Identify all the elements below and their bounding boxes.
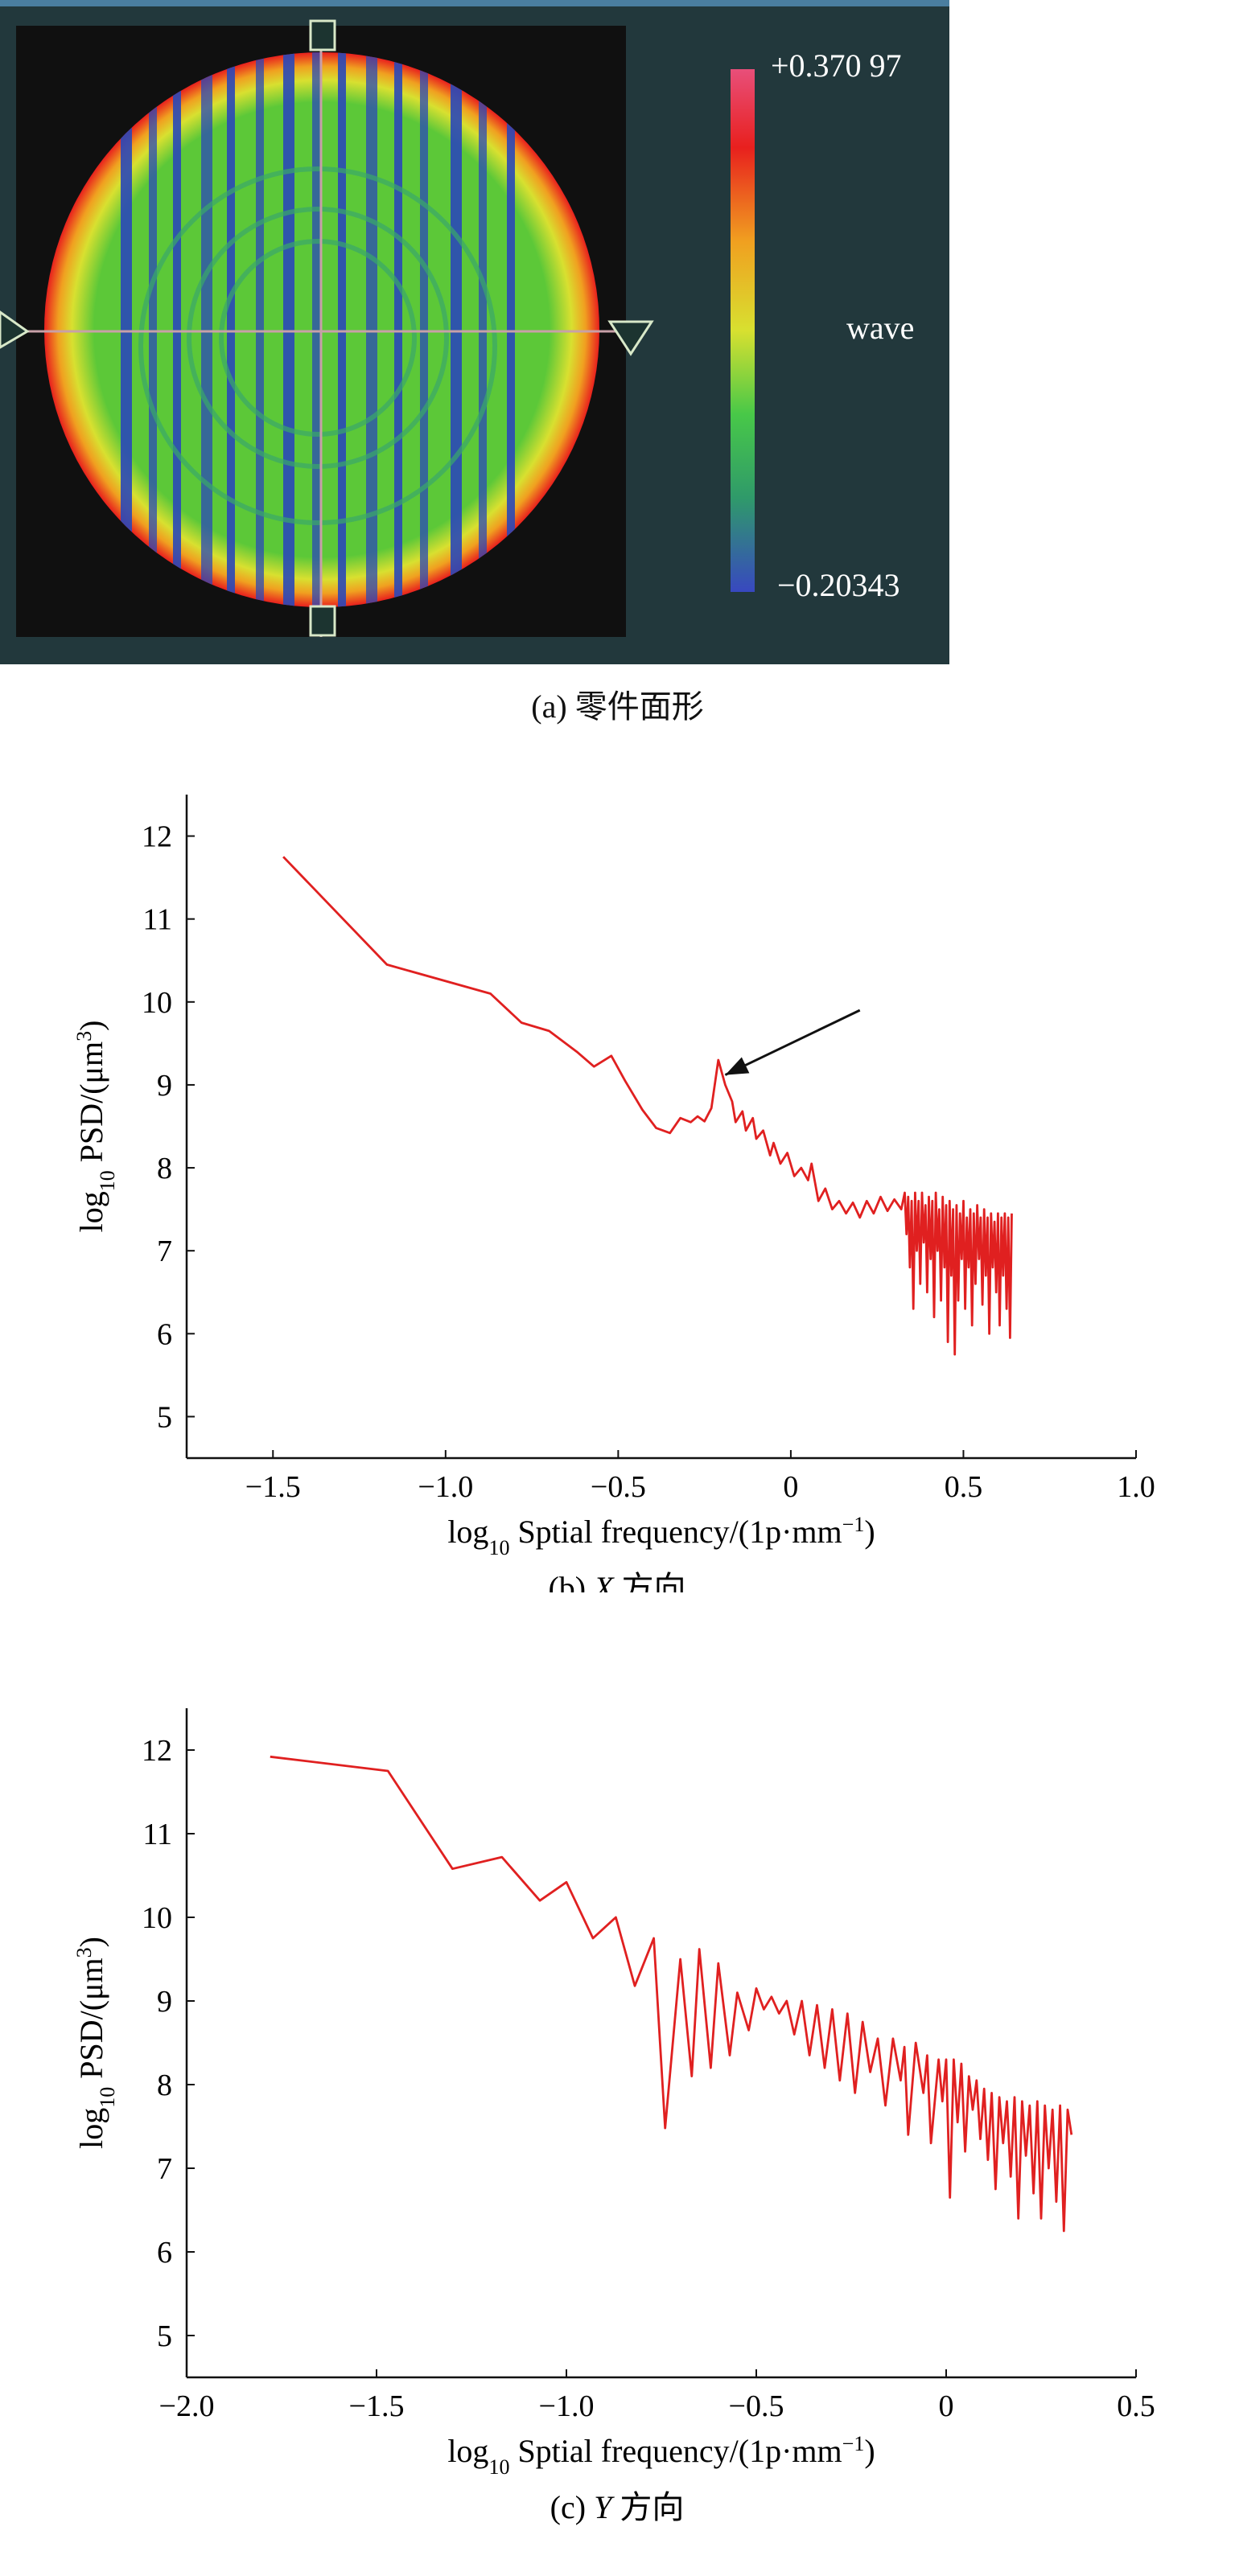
surface-stripe <box>507 52 515 607</box>
panel-top-bar <box>0 0 949 6</box>
x-tick-label: −1.5 <box>245 1470 301 1504</box>
surface-stripe <box>173 52 181 607</box>
surface-stripe <box>479 52 487 607</box>
y-tick-label: 9 <box>157 1069 172 1103</box>
surface-stripe <box>394 52 402 607</box>
surface-rings <box>138 166 497 525</box>
annotation-arrow-line <box>724 1009 861 1076</box>
y-tick-label: 8 <box>157 2069 172 2102</box>
psd-series-line <box>270 1755 1073 2233</box>
y-tick-label: 7 <box>157 2152 172 2186</box>
surface-stripe <box>283 52 294 607</box>
y-tick-label: 6 <box>157 2236 172 2270</box>
x-tick-label: −1.0 <box>539 2389 595 2423</box>
y-tick-label: 7 <box>157 1235 172 1268</box>
x-axis-label: log10 Sptial frequency/(1p·mm−1) <box>447 1513 875 1559</box>
colorbar-unit-label: wave <box>846 310 915 346</box>
left-handle-icon[interactable] <box>0 310 30 349</box>
x-tick-label: 0 <box>939 2389 954 2423</box>
y-tick-label: 12 <box>142 820 172 854</box>
caption-a: (a) 零件面形 <box>531 688 704 725</box>
colorbar <box>731 69 755 592</box>
x-tick-label: 0 <box>783 1470 798 1504</box>
y-axis-label: log10 PSD/(μm3) <box>72 1021 119 1233</box>
psd-series-line <box>282 856 1013 1356</box>
surface-stripe <box>451 52 462 607</box>
y-tick-label: 10 <box>142 986 172 1020</box>
y-tick-label: 9 <box>157 1985 172 2019</box>
y-axis-label: log10 PSD/(μm3) <box>72 1937 119 2149</box>
surface-stripe <box>420 52 428 607</box>
top-handle-icon[interactable] <box>309 19 336 51</box>
chart-caption: (c) Y 方向 <box>550 2489 685 2525</box>
surface-stripe <box>227 52 235 607</box>
annotation-arrowhead-icon <box>725 1057 750 1075</box>
bottom-handle-icon[interactable] <box>309 605 336 637</box>
x-tick-label: −2.0 <box>159 2389 215 2423</box>
surface-stripe <box>201 52 212 607</box>
surface-stripes <box>121 52 515 607</box>
psd-chart-y: −2.0 −1.5 −1.0 −0.5 0 0.5 5 6 7 8 9 10 11 12 log10 Spt… <box>72 1708 1155 2525</box>
x-tick-label: 0.5 <box>945 1470 983 1504</box>
x-tick-label: −0.5 <box>729 2389 784 2423</box>
psd-chart-x: −1.5 −1.0 −0.5 0 0.5 1.0 5 6 7 8 9 10 11 12 log10 Spti… <box>72 795 1155 1592</box>
surface-map-panel: +0.370 97 wave −0.20343 <box>0 0 949 664</box>
surface-stripe <box>312 52 320 607</box>
colorbar-min-label: −0.20343 <box>777 567 900 603</box>
y-tick-label: 6 <box>157 1317 172 1351</box>
y-tick-label: 12 <box>142 1734 172 1768</box>
x-tick-label: 0.5 <box>1117 2389 1155 2423</box>
right-handle-icon[interactable] <box>607 320 654 356</box>
surface-map-svg <box>0 19 755 637</box>
x-tick-label: −0.5 <box>591 1470 646 1504</box>
y-tick-label: 8 <box>157 1152 172 1185</box>
surface-stripe <box>338 52 346 607</box>
x-tick-label: −1.5 <box>349 2389 405 2423</box>
x-tick-label: 1.0 <box>1117 1470 1155 1504</box>
surface-stripe <box>256 52 264 607</box>
surface-stripe <box>121 52 132 607</box>
surface-stripe <box>366 52 377 607</box>
y-tick-label: 5 <box>157 2319 172 2353</box>
y-tick-label: 11 <box>142 1818 172 1851</box>
chart-caption: (b) X 方向 <box>548 1570 685 1592</box>
colorbar-max-label: +0.370 97 <box>771 47 902 84</box>
x-axis-label: log10 Sptial frequency/(1p·mm−1) <box>447 2432 875 2479</box>
y-tick-label: 10 <box>142 1901 172 1935</box>
y-tick-label: 5 <box>157 1400 172 1434</box>
y-tick-label: 11 <box>142 903 172 937</box>
surface-stripe <box>149 52 157 607</box>
x-tick-label: −1.0 <box>418 1470 473 1504</box>
